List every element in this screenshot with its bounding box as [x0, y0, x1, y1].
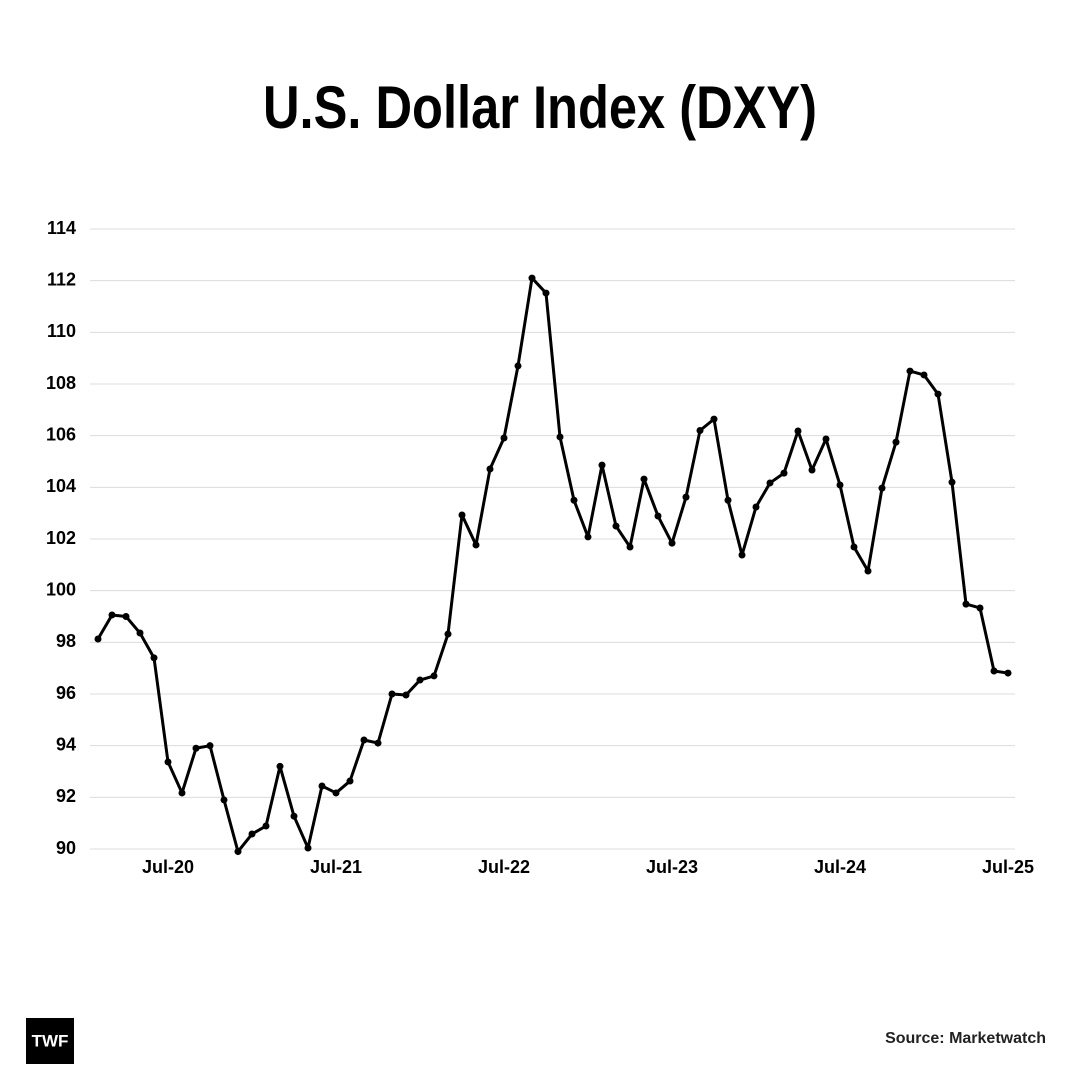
data-point — [206, 742, 214, 750]
data-point — [430, 672, 438, 680]
data-point — [374, 739, 382, 747]
data-point — [360, 736, 368, 744]
data-point — [892, 438, 900, 446]
x-tick-label: Jul-20 — [142, 857, 194, 877]
y-tick-label: 106 — [46, 424, 76, 444]
y-tick-label: 108 — [46, 373, 76, 393]
data-point — [906, 367, 914, 375]
data-point — [794, 427, 802, 435]
data-point — [388, 690, 396, 698]
x-tick-label: Jul-23 — [646, 857, 698, 877]
data-point — [696, 427, 704, 434]
x-tick-label: Jul-25 — [982, 857, 1034, 877]
data-point — [304, 844, 312, 852]
source: Source: Marketwatch — [885, 1030, 1046, 1047]
data-point — [136, 629, 144, 637]
data-point — [444, 630, 452, 638]
data-point — [276, 762, 284, 770]
y-tick-label: 96 — [56, 683, 76, 703]
data-point — [248, 830, 256, 838]
data-point — [234, 848, 242, 856]
data-point — [668, 539, 676, 547]
data-point — [710, 415, 718, 423]
data-point — [1004, 669, 1012, 677]
data-point — [514, 362, 522, 370]
brand-logo — [26, 1018, 74, 1064]
data-point — [836, 481, 844, 489]
y-tick-label: 110 — [47, 321, 76, 341]
data-point — [528, 274, 536, 282]
data-point — [766, 479, 774, 487]
brand-text: TWF — [32, 1031, 69, 1050]
data-point — [150, 654, 158, 662]
data-point — [738, 551, 746, 559]
y-tick-label: 112 — [47, 269, 76, 289]
data-point — [94, 635, 102, 643]
data-point — [108, 611, 116, 619]
x-tick-label: Jul-24 — [814, 857, 866, 877]
data-point — [262, 822, 270, 830]
data-point — [780, 469, 788, 477]
data-point — [346, 777, 354, 785]
data-point — [458, 511, 466, 519]
line-series — [96, 276, 1009, 854]
data-point — [220, 796, 228, 804]
data-point — [976, 604, 984, 612]
data-point — [752, 503, 760, 511]
y-tick-label: 90 — [56, 838, 76, 858]
y-tick-label: 94 — [56, 734, 76, 754]
data-point — [990, 667, 998, 675]
x-tick-label: Jul-22 — [478, 857, 530, 877]
data-point — [416, 676, 424, 684]
data-point — [948, 478, 956, 486]
data-point — [822, 435, 830, 443]
y-tick-label: 92 — [56, 786, 76, 806]
data-point — [318, 782, 326, 790]
data-point — [934, 390, 942, 398]
data-point — [920, 371, 928, 379]
x-tick-label: Jul-21 — [310, 857, 362, 877]
data-point — [178, 789, 186, 797]
y-tick-label: 98 — [56, 631, 76, 651]
data-point — [290, 812, 298, 820]
data-point — [626, 543, 634, 551]
data-point — [724, 496, 732, 504]
y-tick-label: 114 — [47, 218, 76, 238]
data-point — [192, 744, 200, 752]
data-point — [850, 543, 858, 551]
data-point — [962, 600, 970, 608]
data-point — [864, 567, 872, 575]
data-point — [556, 433, 564, 441]
data-point — [878, 484, 886, 492]
data-point — [612, 522, 620, 530]
data-point — [122, 613, 130, 620]
data-point — [472, 541, 480, 549]
y-tick-label: 100 — [46, 579, 76, 599]
y-tick-label: 104 — [46, 476, 76, 496]
data-point — [654, 512, 662, 520]
data-point — [584, 533, 592, 541]
chart-title: U.S. Dollar Index (DXY) — [263, 74, 817, 141]
data-point — [332, 789, 340, 797]
data-point — [402, 691, 410, 699]
data-point — [808, 466, 816, 474]
data-point — [500, 434, 508, 442]
data-point — [640, 475, 648, 483]
y-tick-label: 102 — [46, 528, 76, 548]
data-point — [542, 289, 550, 297]
data-point — [570, 496, 578, 504]
data-point — [486, 465, 494, 473]
data-point — [682, 493, 690, 501]
data-point — [164, 758, 172, 766]
data-point — [598, 461, 606, 469]
